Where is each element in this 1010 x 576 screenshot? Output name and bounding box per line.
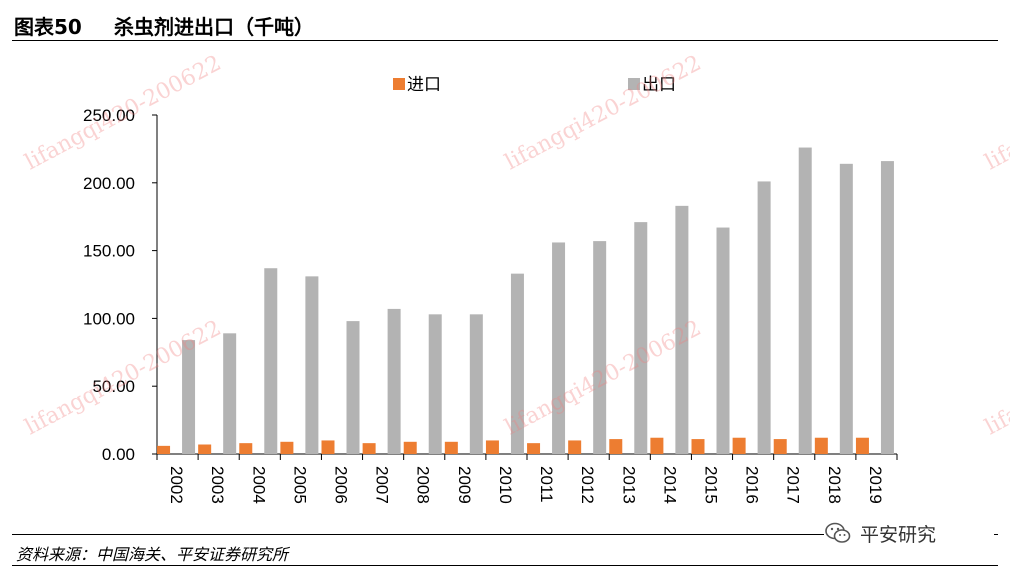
export-bar (182, 340, 196, 454)
y-tick-label: 200.00 (83, 174, 135, 193)
export-bar (757, 181, 771, 454)
x-tick-label: 2005 (290, 466, 309, 504)
x-tick-label: 2019 (866, 466, 885, 504)
watermark-text: lifangqi420-200622 (981, 316, 1010, 440)
export-bar (387, 308, 401, 454)
import-bar (568, 440, 582, 454)
brand-name: 平安研究 (860, 523, 937, 546)
x-tick-label: 2008 (414, 466, 433, 504)
import-bar (855, 437, 869, 454)
y-tick-label: 50.00 (92, 377, 135, 396)
import-bar (691, 439, 705, 454)
export-bar (593, 241, 607, 454)
x-tick-label: 2010 (496, 466, 515, 504)
x-tick-label: 2011 (537, 466, 556, 503)
legend-label: 出口 (642, 75, 676, 95)
export-bar (880, 161, 894, 454)
chart-title: 杀虫剂进出口（千吨） (114, 15, 314, 39)
watermark-text: lifangqi420-200622 (981, 51, 1010, 175)
source-note: 资料来源：中国海关、平安证券研究所 (16, 545, 289, 564)
import-bar (403, 441, 417, 454)
export-bar (264, 268, 278, 454)
import-bar (321, 440, 335, 454)
import-bar (732, 437, 746, 454)
import-bar (485, 440, 499, 454)
import-bar (444, 441, 458, 454)
export-bar (716, 227, 730, 454)
export-bar (675, 205, 689, 454)
x-tick-label: 2002 (167, 466, 186, 504)
export-bar (428, 314, 442, 454)
import-bar (198, 444, 212, 454)
x-tick-label: 2012 (578, 466, 597, 504)
export-bar (634, 222, 648, 454)
x-tick-label: 2014 (660, 466, 679, 504)
x-tick-label: 2004 (249, 466, 268, 504)
bar-chart: 0.00 50.00 100.00 150.00 200.00 250.00 2002 200… (21, 51, 1010, 504)
x-tick-label: 2013 (619, 466, 638, 504)
brand-badge: 平安研究 (824, 517, 994, 549)
export-bar (839, 163, 853, 454)
legend-swatch (628, 78, 640, 90)
x-tick-label: 2018 (825, 466, 844, 504)
export-bar (552, 242, 566, 454)
import-bar (280, 441, 294, 454)
y-tick-label: 100.00 (83, 309, 135, 328)
x-tick-label: 2007 (373, 466, 392, 504)
watermark-text: lifangqi420-200622 (21, 51, 225, 175)
import-bar (527, 443, 541, 454)
legend-swatch (393, 78, 405, 90)
export-bar (469, 314, 483, 454)
title-bar: 图表50 杀虫剂进出口（千吨） (12, 4, 998, 41)
import-bar (773, 439, 787, 454)
legend-label: 进口 (407, 75, 441, 95)
import-bar (650, 437, 664, 454)
figure-number: 图表50 (14, 15, 82, 39)
x-tick-label: 2017 (784, 466, 803, 504)
wechat-icon (825, 522, 851, 543)
source-bar: 资料来源：中国海关、平安证券研究所 (12, 534, 998, 566)
x-tick-label: 2016 (743, 466, 762, 504)
y-tick-label: 150.00 (83, 242, 135, 261)
watermark-text: lifangqi420-200622 (501, 51, 705, 175)
x-tick-label: 2015 (702, 466, 721, 504)
import-bar (239, 443, 253, 454)
export-bar (223, 333, 237, 454)
x-tick-label: 2006 (332, 466, 351, 504)
export-bar (510, 273, 524, 454)
import-bar (362, 443, 376, 454)
export-bar (798, 147, 812, 454)
import-bar (157, 445, 171, 454)
x-tick-label: 2003 (208, 466, 227, 504)
y-tick-label: 0.00 (102, 445, 135, 464)
import-bar (814, 437, 828, 454)
y-tick-label: 250.00 (83, 106, 135, 125)
export-bar (346, 321, 360, 454)
import-bar (609, 439, 623, 454)
x-tick-label: 2009 (455, 466, 474, 504)
export-bar (305, 276, 319, 454)
